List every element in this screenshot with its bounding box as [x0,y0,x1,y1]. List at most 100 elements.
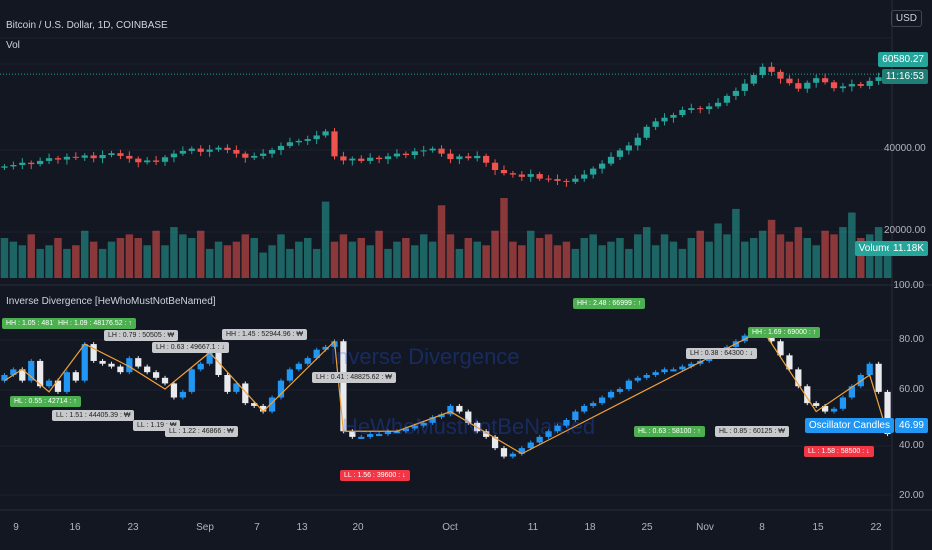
volume-bar [161,245,169,278]
price-candle [670,115,677,118]
divergence-label[interactable]: HH : 1.09 : 48176.52 : ↑ [54,318,136,329]
oscillator-candle [135,358,142,367]
volume-bar [312,248,321,278]
divergence-label[interactable]: LL : 1.56 : 39600 : ↓ [340,470,410,481]
volume-tag-label: Volume [854,241,896,256]
volume-bar [732,208,740,278]
volume-bar [705,241,713,278]
volume-bar [143,245,151,278]
volume-bar [348,241,357,278]
price-candle [652,121,659,127]
price-candle [474,155,481,159]
oscillator-candle [643,375,650,378]
oscillator-axis-tick: 20.00 [898,490,924,501]
volume-bar [607,241,615,278]
oscillator-candle [242,383,249,404]
volume-bar [642,227,651,278]
oscillator-candle [1,375,8,381]
oscillator-candle [616,389,624,392]
volume-bar [678,248,687,278]
volume-bar [295,241,303,278]
oscillator-candle [384,431,392,435]
oscillator-candle [349,431,356,437]
price-candle [429,148,436,151]
oscillator-candle [126,358,133,373]
divergence-label[interactable]: HL : 0.63 : 58100 : ↑ [634,426,705,437]
price-candle [295,140,302,143]
volume-bar [89,241,98,278]
volume-bar [589,234,597,278]
price-candle [420,150,427,152]
price-candle [384,156,392,160]
oscillator-candle [590,403,597,406]
price-candle [277,145,285,150]
divergence-label[interactable]: LL : 1.22 : 46866 : ₩ [165,426,238,437]
oscillator-title[interactable]: Inverse Divergence [HeWhoMustNotBeNamed] [6,296,216,307]
divergence-label[interactable]: HH : 1.05 : 48176.52 : ↑ [2,318,84,329]
volume-bar [749,238,758,278]
volume-bar [45,245,53,278]
price-candle [197,148,204,152]
price-candle [572,178,579,182]
volume-bar [839,227,847,278]
divergence-label[interactable]: LL : 1.19 : ₩ [133,420,181,431]
divergence-label[interactable]: LH : 0.79 : 50505 : ₩ [104,330,179,341]
volume-indicator-label[interactable]: Vol [6,40,20,51]
volume-bar [125,234,134,278]
oscillator-candle [884,391,891,435]
oscillator-candle [465,411,472,423]
divergence-label[interactable]: LH : 0.63 : 49667.1 : ↓ [152,342,229,353]
volume-bar [9,241,18,278]
volume-bar [437,205,446,278]
price-candle [144,160,151,163]
oscillator-candle [375,434,383,437]
volume-bar [696,230,704,278]
divergence-label[interactable]: HL : 0.55 : 42714 : ↑ [10,396,81,407]
currency-button[interactable]: USD [890,10,922,27]
oscillator-candle [777,341,784,356]
price-candle [402,153,409,155]
divergence-label[interactable]: HH : 2.48 : 66999 : ↑ [573,298,646,309]
price-candle [527,174,534,177]
volume-bar [36,248,44,278]
oscillator-candle [81,344,88,381]
price-candle [759,66,766,75]
oscillator-tag-label: Oscillator Candles [804,418,894,433]
price-candle [598,163,606,169]
x-axis-label: 8 [759,522,765,533]
divergence-label[interactable]: HL : 0.85 : 60125 : ₩ [715,426,789,437]
oscillator-candle [536,436,543,443]
volume-bar [339,234,348,278]
price-candle [161,157,169,162]
volume-bar [232,241,241,278]
oscillator-candle [429,417,436,423]
volume-bar [259,252,267,278]
price-candle [242,153,249,158]
oscillator-candle [99,360,106,364]
price-candle [37,160,44,165]
oscillator-candle [393,431,401,434]
volume-bar [500,198,508,278]
volume-bar [812,245,820,278]
symbol-title[interactable]: Bitcoin / U.S. Dollar, 1D, COINBASE [6,20,168,31]
price-candle [732,90,740,96]
divergence-label[interactable]: HH : 1.69 : 69000 : ↑ [748,327,821,338]
oscillator-candle [652,372,659,375]
divergence-label[interactable]: LH : 0.38 : 64300 : ↓ [686,348,758,359]
oscillator-candle [304,358,311,364]
divergence-label[interactable]: LL : 1.51 : 44405.39 : ₩ [52,410,135,421]
volume-bar [785,241,794,278]
divergence-label[interactable]: LH : 0.41 : 48825.62 : ₩ [312,372,396,383]
volume-bar [428,241,437,278]
volume-bar [848,212,856,278]
volume-bar [107,241,116,278]
x-axis-label: Sep [196,522,214,533]
oscillator-candle [625,380,632,390]
divergence-label[interactable]: LL : 1.58 : 58500 : ↓ [804,446,874,457]
volume-bar [411,245,419,278]
oscillator-axis-tick: 60.00 [898,384,924,395]
price-candle [260,153,267,156]
oscillator-candle [233,383,240,392]
divergence-label[interactable]: HH : 1.45 : 52944.96 : ₩ [222,329,308,340]
